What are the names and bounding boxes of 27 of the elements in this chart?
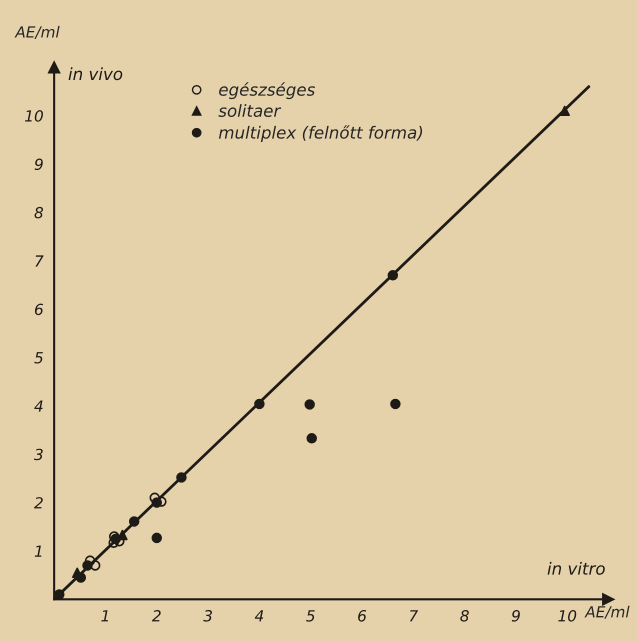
x-tick-label: 8 [460, 610, 469, 622]
legend-label: solitaer [218, 104, 282, 118]
x-tick-label: 7 [410, 610, 418, 622]
annotation: in vitro [548, 562, 605, 575]
x-tick-label: 4 [254, 610, 264, 622]
legend-label: egészséges [219, 82, 315, 100]
x-tick-label: 1 [101, 610, 108, 622]
y-tick-label: 2 [34, 497, 43, 508]
x-axis-title: AE/ml [584, 606, 630, 619]
x-tick-label: 6 [358, 610, 366, 622]
annotation: in vivo [68, 67, 122, 80]
y-tick-label: 10 [25, 110, 43, 122]
y-tick-label: 4 [34, 400, 43, 412]
x-tick-label: 9 [512, 610, 520, 622]
x-tick-label: 10 [558, 610, 576, 622]
y-tick-label: 9 [34, 158, 43, 170]
y-tick-label: 7 [35, 255, 44, 267]
y-tick-label: 6 [34, 304, 44, 316]
y-tick-label: 3 [34, 448, 43, 460]
y-axis-title: AE/ml [14, 26, 60, 39]
legend-label: multiplex (felnőtt forma) [218, 125, 422, 142]
y-tick-label: 5 [34, 352, 43, 364]
x-tick-label: 5 [306, 610, 315, 622]
y-tick-label: 1 [34, 546, 42, 557]
x-tick-label: 2 [152, 610, 161, 622]
y-tick-label: 8 [34, 206, 44, 218]
x-tick-label: 3 [203, 610, 212, 622]
